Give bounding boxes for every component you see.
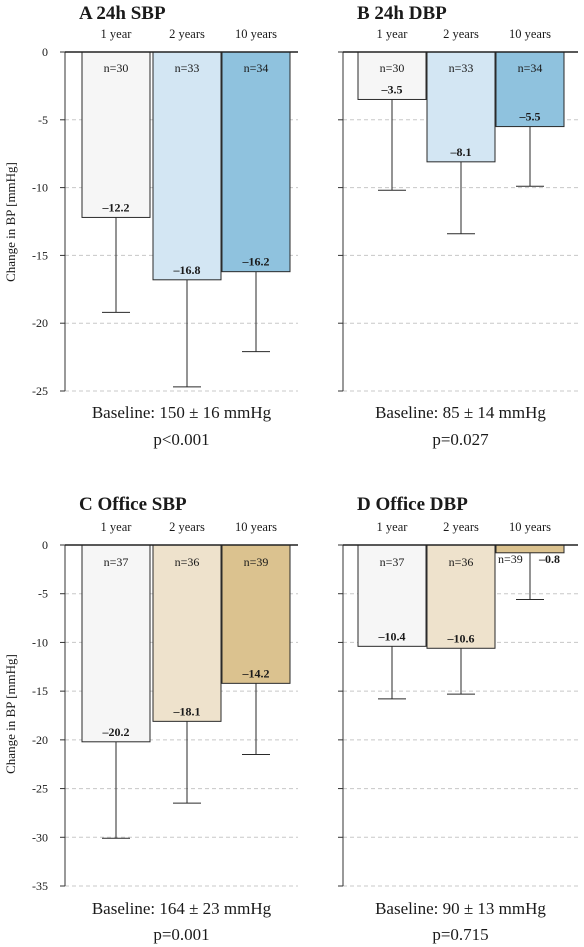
text-layer: A 24h SBP 0 -5 -10 -15 -20 -25 Change in BP [mm… [3,3,560,944]
category-label: 10 years [235,27,277,41]
y-axis-label: Change in BP [mmHg] [3,654,18,774]
n-label: n=39 [498,552,523,566]
bar [152,544,222,722]
y-tick-label: -15 [32,248,48,262]
bar [81,544,151,743]
p-value-label: p=0.027 [432,430,489,449]
value-label: –20.2 [102,725,130,739]
panel-title: C Office SBP [79,494,187,515]
category-label: 1 year [101,520,133,534]
value-label: –5.5 [519,110,541,124]
bar [221,51,291,273]
value-label: –3.5 [381,82,403,96]
category-label: 10 years [235,520,277,534]
panel-title: D Office DBP [357,494,468,515]
y-tick-label: -20 [32,316,48,330]
y-tick-label: -25 [32,782,48,796]
value-label: –10.4 [378,629,406,643]
y-tick-label: -15 [32,684,48,698]
panel-title: B 24h DBP [357,3,447,24]
value-label: –16.8 [173,263,201,277]
baseline-label: Baseline: 150 ± 16 mmHg [92,403,272,422]
baseline-label: Baseline: 164 ± 23 mmHg [92,899,272,918]
n-label: n=36 [175,555,200,569]
y-tick-label: -20 [32,733,48,747]
category-label: 2 years [443,520,479,534]
value-label: –12.2 [102,200,130,214]
category-label: 2 years [443,27,479,41]
category-label: 10 years [509,27,551,41]
n-label: n=39 [244,555,269,569]
axes-layer [60,51,578,887]
bar [152,51,222,281]
n-label: n=36 [449,555,474,569]
p-value-label: p=0.715 [432,925,488,944]
y-tick-label: -30 [32,830,48,844]
n-label: n=37 [380,555,405,569]
panel-title: A 24h SBP [79,3,166,24]
y-tick-label: 0 [42,45,48,59]
y-tick-label: 0 [42,538,48,552]
bars-layer [81,51,565,839]
baseline-label: Baseline: 90 ± 13 mmHg [375,899,546,918]
p-value-label: p<0.001 [153,430,209,449]
value-label: –8.1 [450,145,472,159]
n-label: n=37 [104,555,129,569]
y-tick-label: -5 [38,113,48,127]
category-label: 1 year [101,27,133,41]
y-axis-label: Change in BP [mmHg] [3,162,18,282]
bar [81,51,151,218]
n-label: n=33 [449,61,474,75]
y-tick-label: -35 [32,879,48,893]
n-label: n=30 [104,61,129,75]
value-label: –10.6 [447,631,475,645]
n-label: n=34 [518,61,543,75]
category-label: 1 year [377,27,409,41]
bar [221,544,291,684]
category-label: 2 years [169,27,205,41]
p-value-label: p=0.001 [153,925,209,944]
category-label: 10 years [509,520,551,534]
y-tick-label: -10 [32,635,48,649]
n-label: n=34 [244,61,269,75]
n-label: n=33 [175,61,200,75]
baseline-label: Baseline: 85 ± 14 mmHg [375,403,546,422]
y-tick-label: -10 [32,181,48,195]
value-label: –0.8 [538,552,560,566]
value-label: –16.2 [242,255,270,269]
bar [357,544,427,647]
value-label: –18.1 [173,704,201,718]
y-tick-label: -25 [32,384,48,398]
value-label: –14.2 [242,666,270,680]
bar [357,51,427,100]
category-label: 1 year [377,520,409,534]
y-tick-label: -5 [38,587,48,601]
bar [495,51,565,128]
category-label: 2 years [169,520,205,534]
n-label: n=30 [380,61,405,75]
